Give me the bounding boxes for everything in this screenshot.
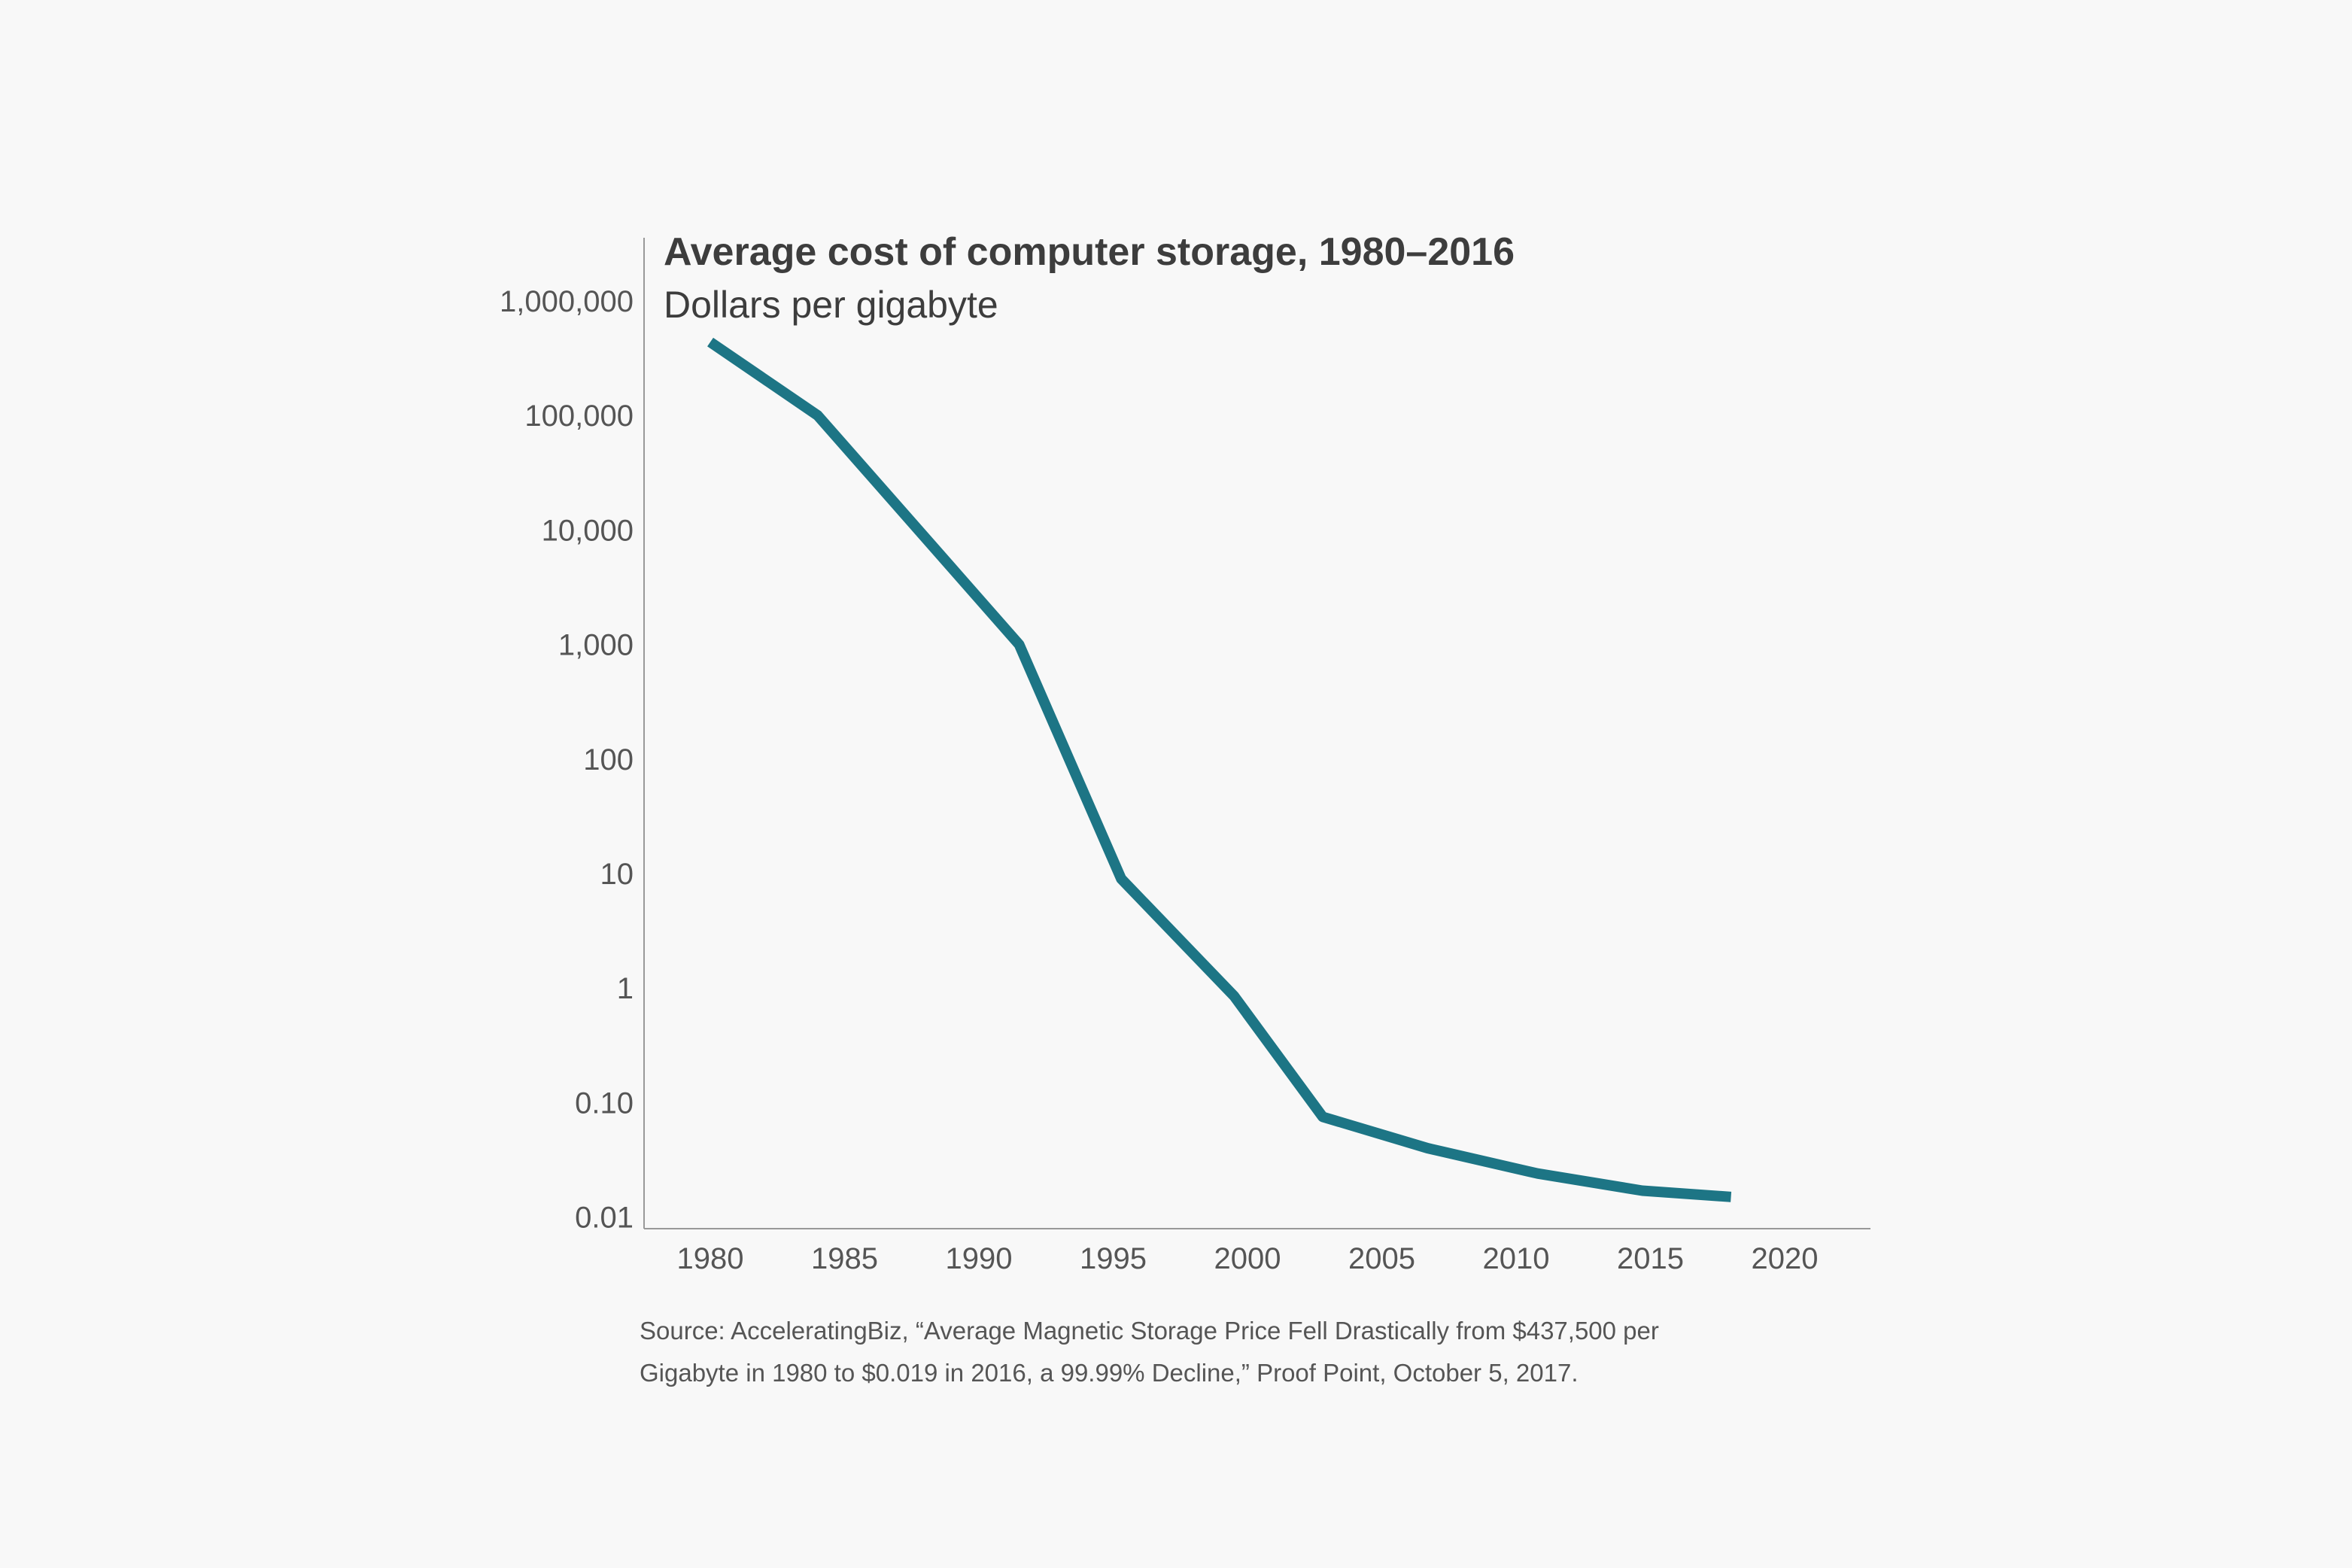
x-tick-label: 2005 bbox=[1348, 1242, 1415, 1275]
y-tick-label: 1,000 bbox=[558, 629, 634, 662]
x-tick-label: 1985 bbox=[811, 1242, 878, 1275]
y-tick-label: 1 bbox=[617, 972, 634, 1005]
y-tick-label: 10,000 bbox=[542, 514, 634, 547]
source-line-2: Gigabyte in 1980 to $0.019 in 2016, a 99… bbox=[640, 1359, 1579, 1387]
x-tick-label: 2020 bbox=[1752, 1242, 1819, 1275]
x-tick-labels: 1980 1985 1990 1995 2000 2005 2010 2015 2020 bbox=[677, 1242, 1819, 1275]
y-tick-label: 100 bbox=[583, 743, 634, 776]
y-tick-label: 10 bbox=[600, 858, 634, 891]
y-tick-labels: 1,000,000 100,000 10,000 1,000 100 10 1 0.10 0.0… bbox=[500, 285, 634, 1235]
x-tick-label: 2000 bbox=[1214, 1242, 1281, 1275]
series-line bbox=[707, 337, 1732, 1202]
y-tick-label: 0.10 bbox=[575, 1086, 634, 1120]
x-tick-label: 2010 bbox=[1483, 1242, 1550, 1275]
chart-subtitle: Dollars per gigabyte bbox=[664, 284, 998, 326]
x-tick-label: 2015 bbox=[1617, 1242, 1684, 1275]
y-tick-label: 100,000 bbox=[524, 400, 634, 433]
source-line-1: Source: AcceleratingBiz, “Average Magnet… bbox=[640, 1317, 1659, 1345]
x-tick-label: 1995 bbox=[1080, 1242, 1147, 1275]
y-tick-label: 1,000,000 bbox=[500, 285, 634, 318]
x-tick-label: 1990 bbox=[946, 1242, 1013, 1275]
chart-title: Average cost of computer storage, 1980–2… bbox=[664, 230, 1515, 274]
x-tick-label: 1980 bbox=[677, 1242, 744, 1275]
y-tick-label: 0.01 bbox=[575, 1202, 634, 1235]
